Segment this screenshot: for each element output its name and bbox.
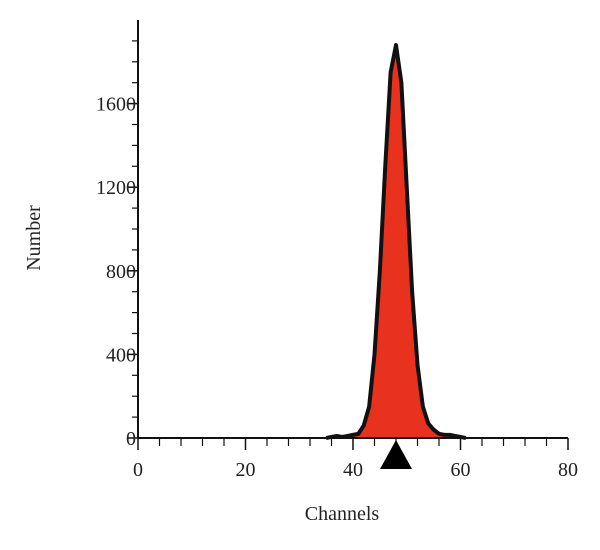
y-tick-label: 400 — [106, 344, 136, 366]
x-tick-label: 40 — [343, 459, 363, 481]
x-axis-label: Channels — [305, 503, 380, 525]
peak-marker — [380, 440, 412, 469]
y-tick-label: 1200 — [96, 177, 136, 199]
histogram-area — [325, 43, 467, 440]
x-tick-label: 20 — [236, 459, 256, 481]
x-tick-label: 0 — [133, 459, 143, 481]
y-tick-label: 1600 — [96, 94, 136, 116]
x-tick-label: 60 — [451, 459, 471, 481]
y-tick-label: 0 — [126, 428, 136, 450]
y-axis-label: Number — [23, 205, 45, 271]
x-tick-label: 80 — [558, 459, 578, 481]
y-tick-label: 800 — [106, 261, 136, 283]
